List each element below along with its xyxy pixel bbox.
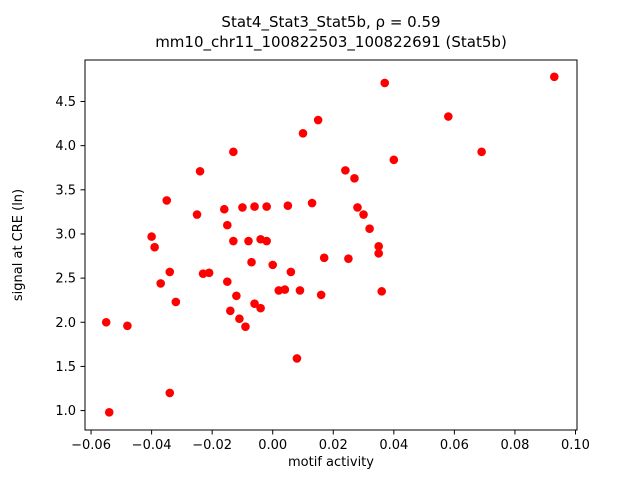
data-point <box>374 242 383 251</box>
x-tick-label: 0.10 <box>561 438 590 453</box>
data-point <box>241 322 250 331</box>
data-point <box>344 254 353 263</box>
data-point <box>192 210 202 219</box>
x-tick-label: 0.06 <box>440 438 469 453</box>
data-point <box>244 236 253 246</box>
data-point <box>165 388 175 398</box>
x-tick-label: −0.06 <box>71 438 111 453</box>
data-point <box>374 249 383 258</box>
data-point <box>235 314 244 324</box>
data-point <box>101 317 111 327</box>
data-point <box>229 236 238 246</box>
data-point <box>262 202 271 211</box>
plot-border <box>84 59 578 431</box>
data-point <box>283 201 293 211</box>
x-tick-label: 0.02 <box>319 438 348 453</box>
data-point <box>377 287 387 296</box>
data-point <box>238 203 247 212</box>
data-point <box>204 268 214 278</box>
data-point <box>219 204 229 214</box>
x-tick-label: 0.00 <box>258 438 287 453</box>
y-axis-ticks: 1.0 1.5 2.0 2.5 3.0 3.5 4.0 4.5 <box>55 95 85 419</box>
chart-title-line1: Stat4_Stat3_Stat5b, ρ = 0.59 <box>221 13 440 32</box>
data-point <box>353 203 362 212</box>
scatter-points <box>101 72 559 417</box>
data-point <box>359 210 368 219</box>
data-point <box>195 166 205 176</box>
x-tick-label: −0.04 <box>132 438 172 453</box>
y-tick-label: 4.5 <box>55 95 76 110</box>
x-axis-ticks: −0.06 −0.04 −0.02 0.00 0.02 0.04 0.06 0.08 0.10 <box>71 430 590 453</box>
data-point <box>313 115 323 125</box>
data-point <box>165 267 175 277</box>
data-point <box>268 260 278 270</box>
data-point <box>307 198 317 208</box>
data-point <box>295 286 305 295</box>
x-tick-label: −0.02 <box>192 438 232 453</box>
data-point <box>389 155 399 165</box>
data-point <box>247 257 256 267</box>
x-axis-label: motif activity <box>288 455 374 470</box>
data-point <box>477 147 486 157</box>
data-point <box>380 78 390 88</box>
x-tick-label: 0.04 <box>379 438 408 453</box>
y-tick-label: 1.0 <box>55 404 76 419</box>
data-point <box>223 220 232 230</box>
data-point <box>232 291 241 301</box>
data-point <box>226 306 235 316</box>
data-point <box>341 166 350 175</box>
data-point <box>262 236 271 246</box>
data-point <box>223 277 232 286</box>
data-point <box>298 128 308 138</box>
data-point <box>162 196 172 205</box>
data-point <box>365 224 374 233</box>
data-point <box>156 279 165 288</box>
chart-title-line2: mm10_chr11_100822503_100822691 (Stat5b) <box>155 33 507 52</box>
data-point <box>350 174 359 183</box>
data-point <box>256 303 265 313</box>
y-tick-label: 3.5 <box>55 183 76 198</box>
data-point <box>123 321 132 331</box>
data-point <box>319 253 329 263</box>
data-point <box>280 285 290 294</box>
y-tick-label: 1.5 <box>55 360 76 375</box>
data-point <box>147 232 156 241</box>
data-point <box>250 202 259 211</box>
y-tick-label: 4.0 <box>55 139 76 154</box>
data-point <box>150 242 159 252</box>
data-point <box>549 72 559 82</box>
x-tick-label: 0.08 <box>500 438 529 453</box>
data-point <box>250 299 259 309</box>
data-point <box>292 354 302 363</box>
data-point <box>104 408 114 417</box>
data-point <box>444 112 453 121</box>
y-tick-label: 2.5 <box>55 272 76 287</box>
y-tick-label: 2.0 <box>55 316 76 331</box>
y-tick-label: 3.0 <box>55 227 76 242</box>
y-axis-label: signal at CRE (ln) <box>11 189 26 301</box>
data-point <box>171 297 181 307</box>
data-point <box>316 290 326 300</box>
data-point <box>286 267 296 277</box>
data-point <box>229 147 238 157</box>
